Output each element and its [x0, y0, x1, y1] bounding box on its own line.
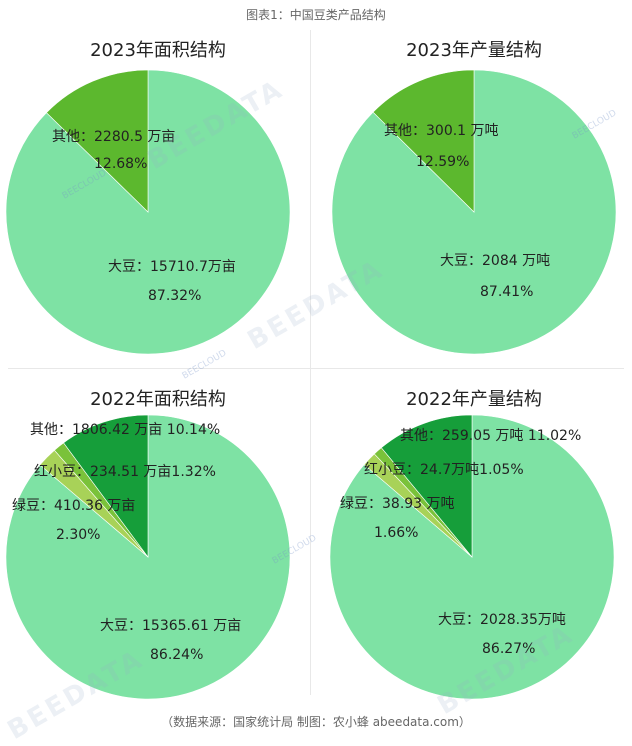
slice-label-mung: 绿豆：38.93 万吨: [340, 496, 455, 512]
pie-chart: [5, 414, 291, 700]
slice-label-red-bean: 红小豆：234.51 万亩1.32%: [34, 464, 216, 480]
figure-title: 图表1：中国豆类产品结构: [246, 8, 386, 22]
slice-label-other: 其他：300.1 万吨: [384, 123, 499, 139]
slice-percent-other: 12.68%: [94, 156, 148, 172]
slice-percent-other: 12.59%: [416, 154, 470, 170]
chart-title: 2023年面积结构: [90, 40, 226, 61]
slice-label-other: 其他：259.05 万吨 11.02%: [400, 428, 582, 444]
pie-panel-2023-area: 2023年面积结构 其他：2280.5 万亩 12.68% 大豆：15710.7…: [0, 36, 316, 376]
chart-title: 2023年产量结构: [406, 40, 542, 61]
pie-chart: [331, 69, 617, 355]
slice-label-other: 其他：2280.5 万亩: [52, 129, 176, 145]
slice-label-soy: 大豆：15710.7万亩: [108, 259, 236, 275]
source-note: （数据来源：国家统计局 制图：农小蜂 abeedata.com）: [161, 715, 471, 729]
slice-percent-soy: 87.41%: [480, 284, 534, 300]
slice-percent-soy: 86.24%: [150, 647, 204, 663]
pie-slice-其他: [46, 69, 149, 213]
pie-chart: [5, 69, 291, 355]
vertical-divider: [310, 30, 311, 695]
slice-percent-soy: 87.32%: [148, 288, 202, 304]
slice-label-soy: 大豆：2028.35万吨: [438, 612, 566, 628]
pie-chart: [329, 414, 615, 700]
horizontal-divider: [8, 368, 624, 369]
pie-panel-2022-output: 2022年产量结构 其他：259.05 万吨 11.02% 红小豆：24.7万吨…: [316, 385, 632, 725]
pie-slice-其他: [372, 69, 475, 213]
pie-panel-2022-area: 2022年面积结构 其他：1806.42 万亩 10.14% 红小豆：234.5…: [0, 385, 316, 725]
slice-percent-soy: 86.27%: [482, 641, 536, 657]
slice-label-soy: 大豆：15365.61 万亩: [100, 618, 242, 634]
slice-label-red-bean: 红小豆：24.7万吨1.05%: [364, 462, 524, 478]
slice-percent-mung: 2.30%: [56, 527, 101, 543]
chart-title: 2022年面积结构: [90, 389, 226, 410]
slice-percent-mung: 1.66%: [374, 525, 419, 541]
slice-label-mung: 绿豆：410.36 万亩: [12, 498, 136, 514]
chart-title: 2022年产量结构: [406, 389, 542, 410]
pie-panel-2023-output: 2023年产量结构 其他：300.1 万吨 12.59% 大豆：2084 万吨 …: [316, 36, 632, 376]
pie-slice-其他: [63, 414, 149, 558]
pie-slice-其他: [380, 414, 473, 558]
slice-label-other: 其他：1806.42 万亩 10.14%: [30, 422, 221, 438]
slice-label-soy: 大豆：2084 万吨: [440, 253, 551, 269]
